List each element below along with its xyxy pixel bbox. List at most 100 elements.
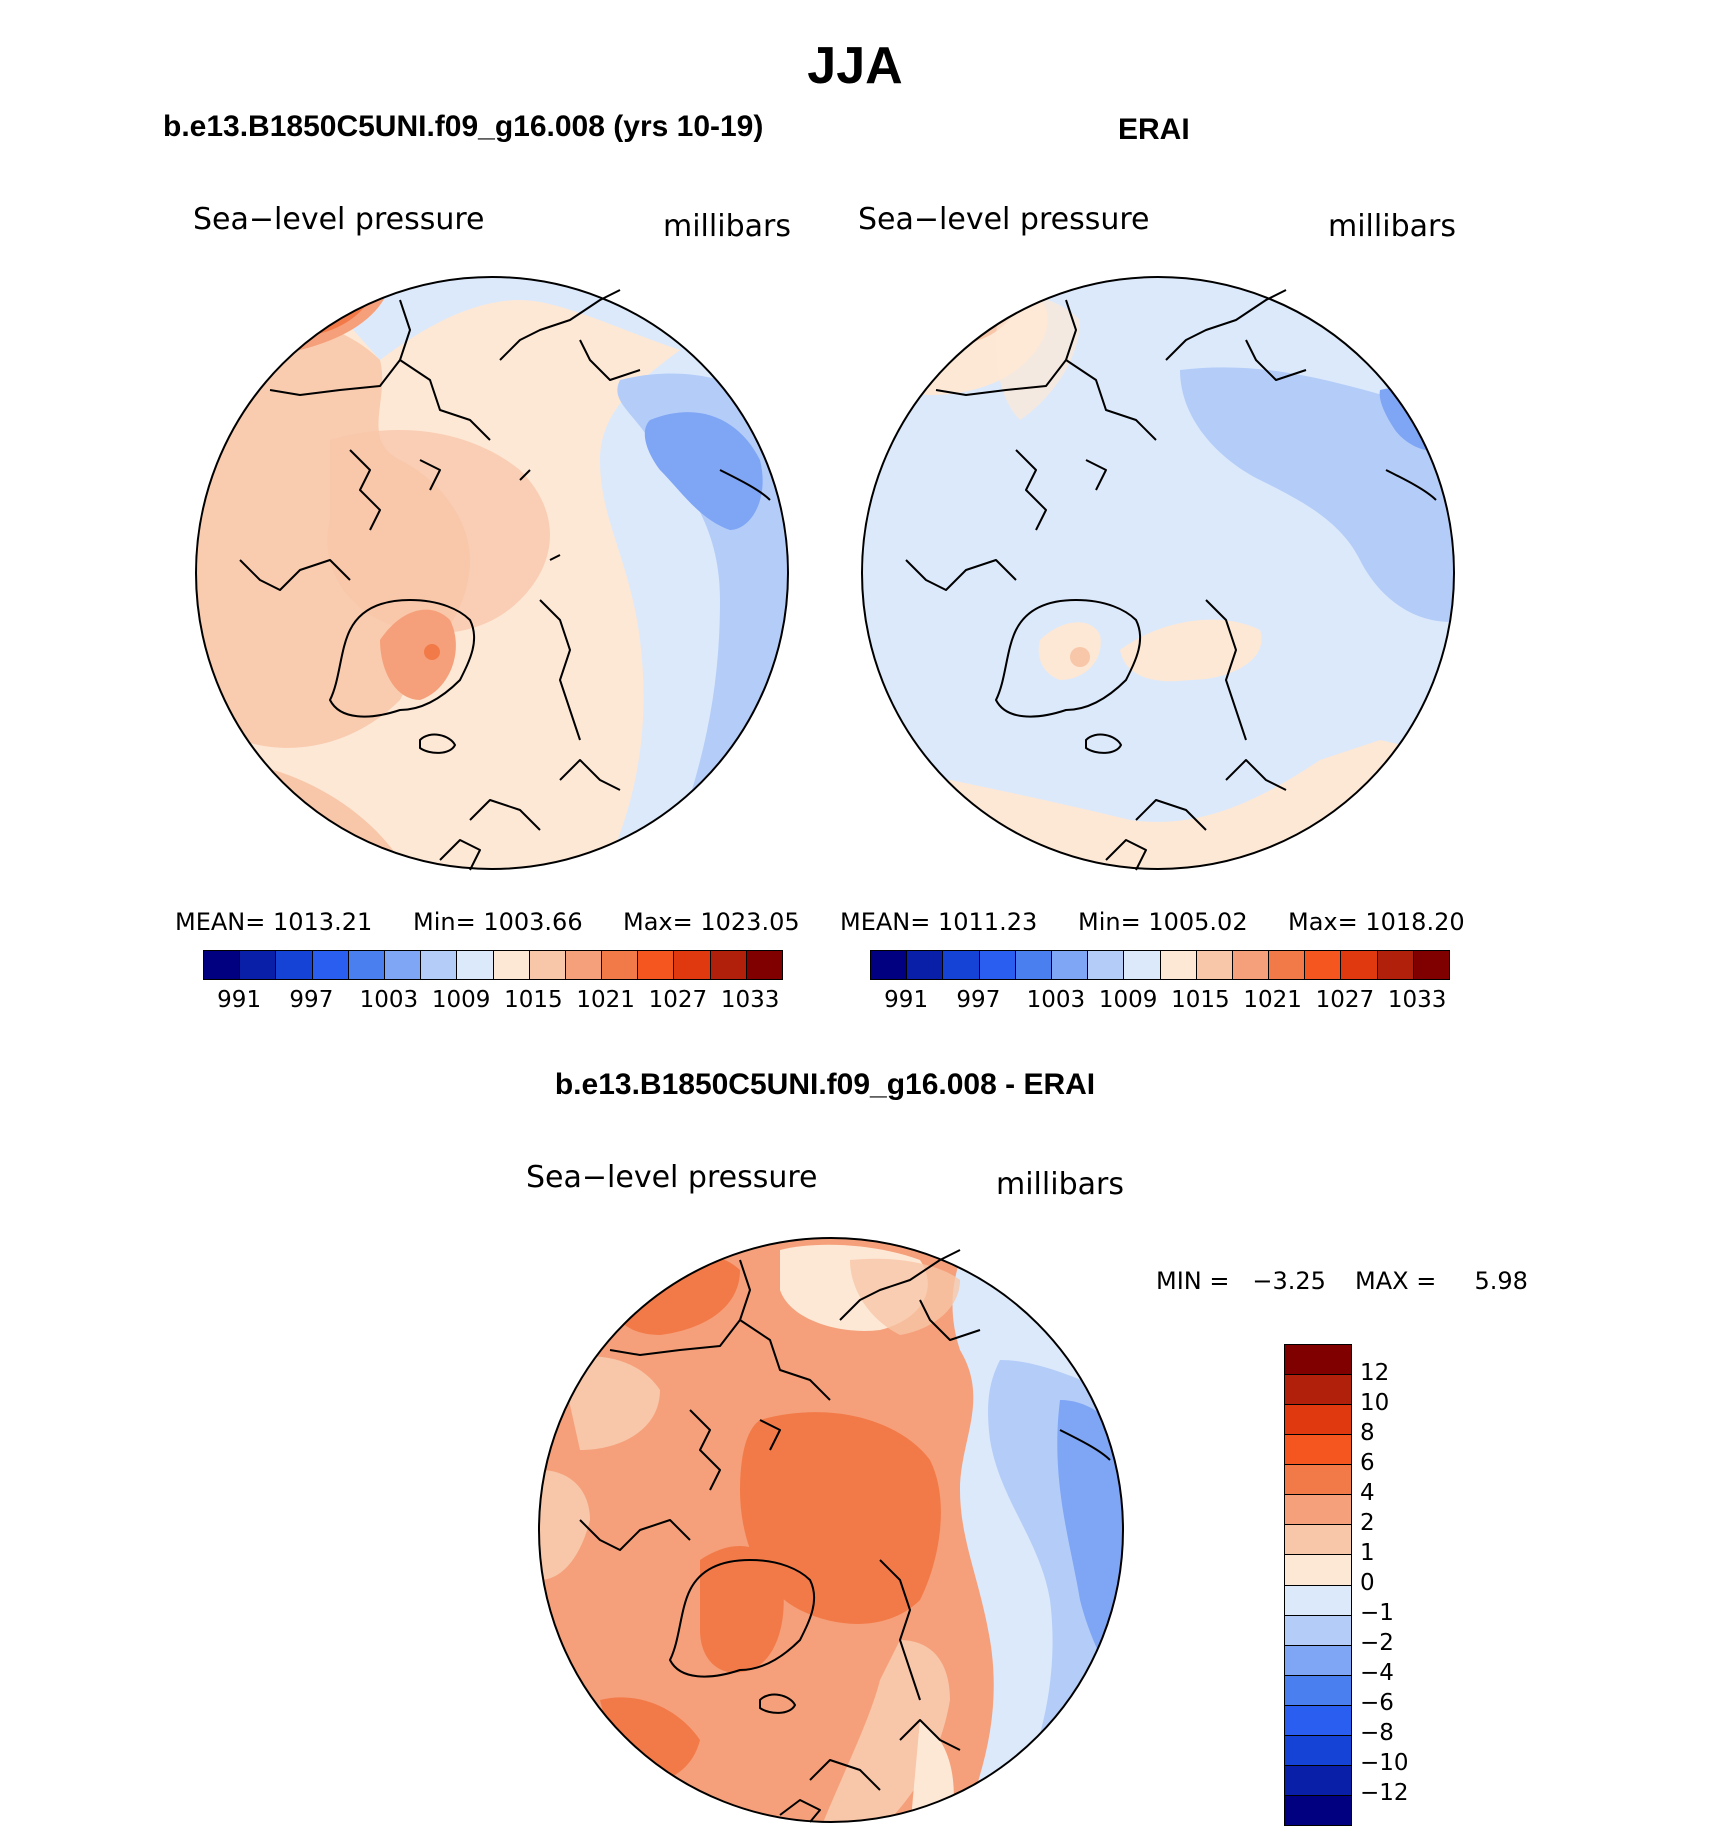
colorbar-diff-tick-label: −4: [1360, 1660, 1394, 1686]
colorbar-erai-tick-label: 1009: [1098, 987, 1158, 1013]
colorbar-model-tick-label: 991: [217, 987, 262, 1013]
colorbar-model-swatch: [421, 951, 458, 979]
colorbar-diff-tick-label: 12: [1360, 1360, 1390, 1386]
colorbar-erai-swatch: [943, 951, 980, 979]
colorbar-erai-swatch: [1341, 951, 1378, 979]
colorbar-erai-swatch: [1413, 951, 1449, 979]
colorbar-diff-swatch: [1285, 1615, 1351, 1646]
colorbar-model-swatch: [493, 951, 530, 979]
panel3-units: millibars: [996, 1167, 1124, 1202]
colorbar-diff-swatch: [1285, 1435, 1351, 1466]
colorbar-model-swatch: [674, 951, 711, 979]
colorbar-model-tick-label: 1027: [648, 987, 708, 1013]
colorbar-diff-swatch: [1285, 1405, 1351, 1436]
colorbar-diff-tick-label: 6: [1360, 1450, 1375, 1476]
colorbar-model-swatch: [276, 951, 313, 979]
colorbar-diff-tick-label: −8: [1360, 1720, 1394, 1746]
panel2-max: Max= 1018.20: [1288, 908, 1465, 936]
colorbar-diff-swatch: [1285, 1345, 1351, 1376]
colorbar-erai-swatch: [871, 951, 908, 979]
colorbar-diff-swatch: [1285, 1705, 1351, 1736]
colorbar-erai-swatch: [1015, 951, 1052, 979]
map-diff: [538, 1237, 1124, 1823]
panel1-heading: b.e13.B1850C5UNI.f09_g16.008 (yrs 10-19): [163, 110, 764, 143]
panel2-variable: Sea−level pressure: [858, 202, 1150, 237]
colorbar-model-swatch: [457, 951, 494, 979]
panel1-min: Min= 1003.66: [413, 908, 583, 936]
colorbar-erai-tick-label: 1015: [1171, 987, 1230, 1013]
colorbar-diff-tick-label: 1: [1360, 1540, 1375, 1566]
colorbar-diff-tick-label: −6: [1360, 1690, 1394, 1716]
colorbar-erai-swatch: [907, 951, 944, 979]
panel3-min: MIN = −3.25: [1156, 1267, 1326, 1295]
panel2-heading: ERAI: [1118, 113, 1190, 146]
colorbar-model-swatch: [746, 951, 782, 979]
colorbar-erai-swatch: [1269, 951, 1306, 979]
colorbar-model-swatch: [710, 951, 747, 979]
panel3-heading: b.e13.B1850C5UNI.f09_g16.008 - ERAI: [554, 1068, 1096, 1101]
colorbar-diff-tick-label: 10: [1360, 1390, 1390, 1416]
colorbar-diff-tick-label: −12: [1360, 1780, 1409, 1806]
colorbar-erai-swatch: [1124, 951, 1161, 979]
colorbar-model-tick-label: 997: [289, 987, 334, 1013]
colorbar-diff-swatch: [1285, 1525, 1351, 1556]
colorbar-erai-tick-label: 1003: [1026, 987, 1086, 1013]
colorbar-diff-swatch: [1285, 1675, 1351, 1706]
colorbar-erai-swatch: [979, 951, 1016, 979]
colorbar-diff-tick-label: 2: [1360, 1510, 1375, 1536]
colorbar-erai: [870, 950, 1450, 980]
colorbar-model-swatch: [204, 951, 241, 979]
colorbar-erai-swatch: [1377, 951, 1414, 979]
colorbar-diff-tick-label: −10: [1360, 1750, 1409, 1776]
colorbar-model: [203, 950, 783, 980]
panel1-units: millibars: [663, 209, 791, 244]
panel2-units: millibars: [1328, 209, 1456, 244]
colorbar-model-tick-label: 1015: [504, 987, 563, 1013]
colorbar-diff-tick-label: −1: [1360, 1600, 1394, 1626]
colorbar-erai-tick-label: 991: [884, 987, 929, 1013]
colorbar-diff-swatch: [1285, 1495, 1351, 1526]
colorbar-model-swatch: [565, 951, 603, 979]
colorbar-model-swatch: [529, 951, 566, 979]
panel3-variable: Sea−level pressure: [526, 1160, 818, 1195]
colorbar-diff: [1284, 1344, 1352, 1826]
colorbar-model-swatch: [240, 951, 277, 979]
panel1-variable: Sea−level pressure: [193, 202, 485, 237]
colorbar-diff-swatch: [1285, 1585, 1351, 1616]
colorbar-erai-tick-label: 997: [956, 987, 1001, 1013]
panel3-max: MAX = 5.98: [1355, 1267, 1528, 1295]
colorbar-erai-tick-label: 1021: [1243, 987, 1302, 1013]
colorbar-erai-swatch: [1232, 951, 1270, 979]
colorbar-erai-tick-label: 1027: [1315, 987, 1375, 1013]
colorbar-diff-tick-label: 0: [1360, 1570, 1375, 1596]
panel2-mean: MEAN= 1011.23: [840, 908, 1038, 936]
colorbar-model-swatch: [348, 951, 385, 979]
colorbar-model-swatch: [312, 951, 349, 979]
colorbar-erai-swatch: [1160, 951, 1197, 979]
colorbar-model-tick-label: 1021: [576, 987, 635, 1013]
panel2-min: Min= 1005.02: [1078, 908, 1248, 936]
colorbar-erai-swatch: [1051, 951, 1089, 979]
colorbar-diff-tick-label: 8: [1360, 1420, 1375, 1446]
colorbar-diff-swatch: [1285, 1795, 1351, 1825]
colorbar-diff-tick-label: 4: [1360, 1480, 1375, 1506]
colorbar-diff-swatch: [1285, 1735, 1351, 1766]
map-erai: [861, 276, 1455, 871]
panel1-max: Max= 1023.05: [623, 908, 800, 936]
colorbar-diff-swatch: [1285, 1375, 1351, 1406]
colorbar-erai-swatch: [1305, 951, 1342, 979]
colorbar-diff-swatch: [1285, 1555, 1351, 1586]
colorbar-model-tick-label: 1009: [431, 987, 491, 1013]
figure-title: JJA: [807, 37, 903, 95]
map-model: [195, 276, 789, 871]
colorbar-diff-swatch: [1285, 1765, 1351, 1796]
colorbar-erai-tick-label: 1033: [1387, 987, 1447, 1013]
colorbar-model-swatch: [638, 951, 675, 979]
colorbar-model-swatch: [384, 951, 422, 979]
colorbar-erai-swatch: [1088, 951, 1125, 979]
colorbar-model-tick-label: 1033: [720, 987, 780, 1013]
colorbar-erai-swatch: [1196, 951, 1233, 979]
panel1-mean: MEAN= 1013.21: [175, 908, 373, 936]
colorbar-model-swatch: [602, 951, 639, 979]
